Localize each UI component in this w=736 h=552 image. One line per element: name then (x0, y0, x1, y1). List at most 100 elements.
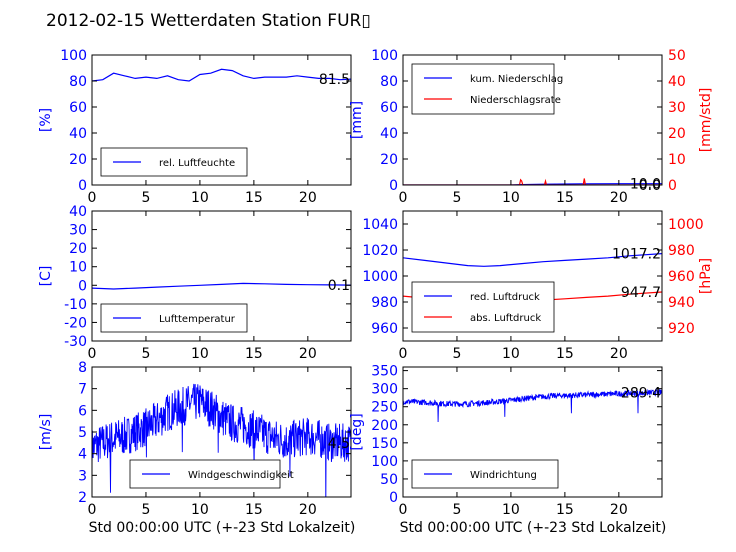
x-tick-label: 5 (452, 502, 461, 518)
y-tick-label: 960 (371, 321, 398, 337)
x-tick-label: 20 (610, 502, 628, 518)
y-tick-label: 250 (371, 400, 398, 416)
last-value-pressure-right: 947.7 (621, 285, 661, 301)
y-tick-label-right: 940 (668, 295, 695, 311)
y-tick-label: 10 (69, 260, 87, 276)
series-line-temperature-0 (92, 282, 351, 290)
y-axis-label-temperature: [C] (38, 266, 54, 287)
y-tick-label: 40 (69, 204, 87, 220)
y-tick-label: 0 (389, 490, 398, 506)
y-tick-label: 4 (78, 447, 87, 463)
y-tick-label: 1020 (362, 243, 398, 259)
plot-frame-winddir (402, 366, 663, 498)
x-axis-label-left: Std 00:00:00 UTC (+-23 Std Lokalzeit) (89, 520, 356, 536)
y-tick-label: 1040 (362, 217, 398, 233)
legend-entry: Niederschlagsrate (470, 95, 561, 106)
y-tick-label: 0 (389, 178, 398, 194)
y-tick-label-right: 980 (668, 243, 695, 259)
figure-title: 2012-02-15 Wetterdaten Station FUR▯ (46, 11, 371, 31)
y-tick-label: 60 (380, 100, 398, 116)
x-tick-label: 5 (141, 190, 150, 206)
y-tick-label: 3 (78, 468, 87, 484)
x-tick-label: 5 (141, 346, 150, 362)
last-value-precip: 10.0 (630, 177, 661, 193)
x-axis-label-right: Std 00:00:00 UTC (+-23 Std Lokalzeit) (400, 520, 667, 536)
x-tick-label: 0 (399, 502, 408, 518)
x-tick-label: 20 (299, 190, 317, 206)
series-line-pressure-0 (403, 253, 662, 267)
y-tick-label: 40 (69, 126, 87, 142)
y-tick-label: 0 (78, 278, 87, 294)
y-tick-label: 80 (69, 74, 87, 90)
legend-entry: Lufttemperatur (159, 314, 236, 325)
x-tick-label: 15 (245, 190, 263, 206)
series-line-humidity-0 (92, 68, 351, 82)
y-tick-label: 980 (371, 295, 398, 311)
y-tick-label-right: 1000 (668, 217, 704, 233)
x-tick-label: 10 (191, 346, 209, 362)
y-tick-label-right: 20 (668, 126, 686, 142)
series-line-windspeed-0 (92, 383, 351, 497)
y-tick-label-right: 40 (668, 74, 686, 90)
panel-winddir: 0 5 10 15 20050100150200250300350[deg]Windri… (349, 364, 663, 518)
y-tick-label: -20 (64, 315, 87, 331)
y-axis-label-windspeed: [m/s] (38, 414, 54, 451)
x-tick-label: 0 (88, 502, 97, 518)
y-tick-label: 150 (371, 436, 398, 452)
y-tick-label: 6 (78, 403, 87, 419)
y-tick-label: 80 (380, 74, 398, 90)
x-tick-label: 5 (141, 502, 150, 518)
y-tick-label-right: 0 (668, 178, 677, 194)
last-value-pressure: 1017.2 (612, 247, 661, 263)
y-tick-label-right: 960 (668, 269, 695, 285)
y-axis-label-winddir: [deg] (349, 413, 365, 450)
legend-entry: red. Luftdruck (470, 292, 540, 303)
legend-box-pressure (411, 281, 555, 333)
y-tick-label: 350 (371, 364, 398, 380)
legend-entry: Windgeschwindigkeit (188, 470, 294, 481)
series-line-winddir-0 (403, 388, 662, 423)
last-value-winddir: 289.4 (621, 385, 661, 401)
y-tick-label: -10 (64, 297, 87, 313)
plot-frame-precip (402, 54, 663, 186)
x-tick-label: 10 (502, 190, 520, 206)
y-tick-label: 0 (78, 178, 87, 194)
x-tick-label: 20 (299, 502, 317, 518)
x-tick-label: 15 (556, 190, 574, 206)
plot-frame-temperature (91, 210, 352, 342)
x-tick-label: 10 (502, 346, 520, 362)
y-tick-label-right: 920 (668, 321, 695, 337)
y-tick-label: 7 (78, 382, 87, 398)
y-tick-label: 20 (69, 152, 87, 168)
x-tick-label: 0 (399, 346, 408, 362)
last-value-precip-right: 0.0 (639, 178, 661, 194)
y-axis-label-precip: [mm] (349, 101, 365, 139)
y-tick-label: 5 (78, 425, 87, 441)
y-tick-label: 100 (371, 454, 398, 470)
x-tick-label: 10 (191, 190, 209, 206)
y-tick-label: 8 (78, 360, 87, 376)
legend-entry: Windrichtung (470, 470, 537, 481)
x-tick-label: 15 (245, 502, 263, 518)
x-tick-label: 20 (610, 190, 628, 206)
x-tick-label: 10 (502, 502, 520, 518)
x-tick-label: 10 (191, 502, 209, 518)
panel-temperature: 0 5 10 15 20 -30 -20 -10 0 10 20 30 40 [C] Lufttempera… (38, 204, 352, 362)
x-tick-label: 15 (245, 346, 263, 362)
x-tick-label: 0 (88, 346, 97, 362)
y-tick-label: 300 (371, 382, 398, 398)
last-value-temperature: 0.1 (328, 278, 350, 294)
y-tick-label: 20 (69, 241, 87, 257)
y-tick-label: 2 (78, 490, 87, 506)
x-tick-label: 5 (452, 190, 461, 206)
panel-pressure: 0 5 10 15 20 960 980 1000 1020 1040 920 940 960 980 10… (362, 210, 714, 362)
series-line-precip-1 (403, 178, 662, 185)
x-tick-label: 15 (556, 346, 574, 362)
plot-frame-humidity (91, 54, 352, 186)
y-tick-label-right: 50 (668, 48, 686, 64)
y-tick-label: 1000 (362, 269, 398, 285)
x-tick-label: 0 (399, 190, 408, 206)
y-axis-label-right-pressure: [hPa] (698, 258, 714, 294)
x-tick-label: 15 (556, 502, 574, 518)
